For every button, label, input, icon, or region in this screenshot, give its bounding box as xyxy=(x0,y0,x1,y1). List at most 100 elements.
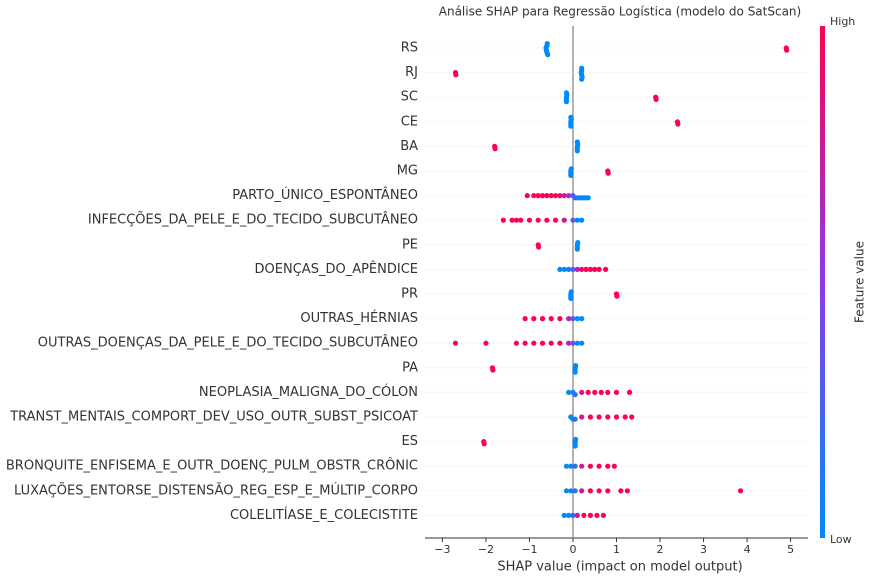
shap-dot xyxy=(581,512,587,519)
shap-dot xyxy=(539,340,546,346)
feature-label: OUTRAS_HÉRNIAS xyxy=(300,310,418,326)
shap-dot xyxy=(557,316,563,322)
shap-dot xyxy=(605,463,611,469)
shap-dot xyxy=(596,266,602,272)
shap-dot xyxy=(579,217,585,223)
shap-dot xyxy=(572,369,578,375)
shap-dot xyxy=(572,392,578,398)
shap-dot xyxy=(572,488,578,494)
shap-dot xyxy=(539,316,546,322)
shap-dot xyxy=(572,463,578,469)
shap-dot xyxy=(570,340,576,346)
shap-dot xyxy=(611,463,617,469)
shap-dot xyxy=(579,389,585,395)
shap-dot xyxy=(568,463,574,469)
shap-dot xyxy=(492,146,498,152)
shap-dot xyxy=(490,367,496,373)
shap-dot xyxy=(568,488,574,494)
shap-dot xyxy=(579,76,585,82)
feature-label: NEOPLASIA_MALIGNA_DO_CÓLON xyxy=(199,384,418,400)
shap-dot xyxy=(675,121,681,127)
x-tick-label: −2 xyxy=(478,543,494,556)
shap-dot xyxy=(574,512,580,519)
shap-dot xyxy=(572,436,579,442)
shap-dot xyxy=(500,217,506,223)
x-tick-label: 5 xyxy=(787,543,794,556)
shap-dot xyxy=(531,316,537,322)
shap-dot xyxy=(596,414,602,420)
feature-label: ES xyxy=(402,434,418,449)
shap-dot xyxy=(544,217,550,223)
x-tick-label: 4 xyxy=(744,543,751,556)
shap-dot xyxy=(566,512,572,519)
shap-dot xyxy=(548,193,554,199)
shap-dot xyxy=(545,52,551,58)
shap-dot xyxy=(626,389,633,395)
feature-label: PR xyxy=(401,287,418,302)
shap-dot xyxy=(574,266,580,272)
shap-dot xyxy=(563,488,570,494)
shap-dot xyxy=(522,316,528,322)
shap-dot xyxy=(531,193,537,199)
x-tick-label: −3 xyxy=(434,543,450,556)
shap-dot xyxy=(557,340,563,346)
shap-dot xyxy=(544,41,550,47)
shap-dot xyxy=(653,96,659,102)
chart-title: Análise SHAP para Regressão Logística (m… xyxy=(439,5,801,19)
shap-dot xyxy=(568,123,574,129)
shap-dot xyxy=(574,340,580,346)
feature-label: LUXAÇÕES_ENTORSE_DISTENSÃO_REG_ESP_E_MÚL… xyxy=(14,482,418,498)
shap-dot xyxy=(561,193,567,199)
feature-label: CE xyxy=(401,114,418,129)
shap-dot xyxy=(613,389,620,395)
shap-dot xyxy=(603,266,609,272)
feature-label: BRONQUITE_ENFISEMA_E_OUTR_DOENÇ_PULM_OBS… xyxy=(6,458,418,474)
shap-dot xyxy=(594,512,600,519)
colorbar xyxy=(820,26,825,538)
shap-dot xyxy=(596,488,602,494)
shap-dot xyxy=(544,193,550,199)
shap-dot xyxy=(548,340,554,346)
shap-dot xyxy=(737,488,744,494)
shap-dot xyxy=(587,463,593,469)
shap-dot xyxy=(452,340,459,346)
shap-dot xyxy=(539,193,546,199)
shap-dot xyxy=(587,414,593,420)
shap-dot xyxy=(574,316,580,322)
shap-dot xyxy=(513,340,519,346)
shap-dot xyxy=(566,193,572,199)
shap-dot xyxy=(585,389,591,395)
shap-dot xyxy=(572,443,578,449)
shap-dot xyxy=(598,389,604,395)
shap-dot xyxy=(561,217,567,223)
x-axis-label: SHAP value (impact on model output) xyxy=(497,560,742,575)
shap-dot xyxy=(605,170,611,176)
shap-dot xyxy=(552,217,559,223)
shap-dot xyxy=(483,340,489,346)
shap-dot xyxy=(587,512,593,519)
shap-dot xyxy=(613,414,620,420)
shap-dot xyxy=(557,266,563,272)
shap-dot xyxy=(605,389,611,395)
shap-dot xyxy=(566,266,572,272)
shap-dot xyxy=(574,148,580,154)
shap-dot xyxy=(509,217,515,223)
shap-dot xyxy=(583,266,589,272)
shap-dot xyxy=(624,488,630,494)
shap-dot xyxy=(568,114,574,120)
x-tick-label: 0 xyxy=(569,543,576,556)
shap-dot xyxy=(579,463,585,469)
shap-dot xyxy=(574,246,580,252)
shap-dot xyxy=(526,217,533,223)
shap-dot xyxy=(566,389,572,395)
feature-label: PARTO_ÚNICO_ESPONTÂNEO xyxy=(232,187,418,203)
feature-label: MG xyxy=(397,164,418,179)
feature-label: RJ xyxy=(405,65,418,80)
shap-dot xyxy=(592,266,598,272)
shap-dot xyxy=(563,99,570,105)
colorbar-label: Feature value xyxy=(853,241,867,323)
shap-dot xyxy=(570,316,576,322)
shap-dot xyxy=(535,193,541,199)
shap-dot xyxy=(579,414,585,420)
shap-dot xyxy=(622,414,628,420)
